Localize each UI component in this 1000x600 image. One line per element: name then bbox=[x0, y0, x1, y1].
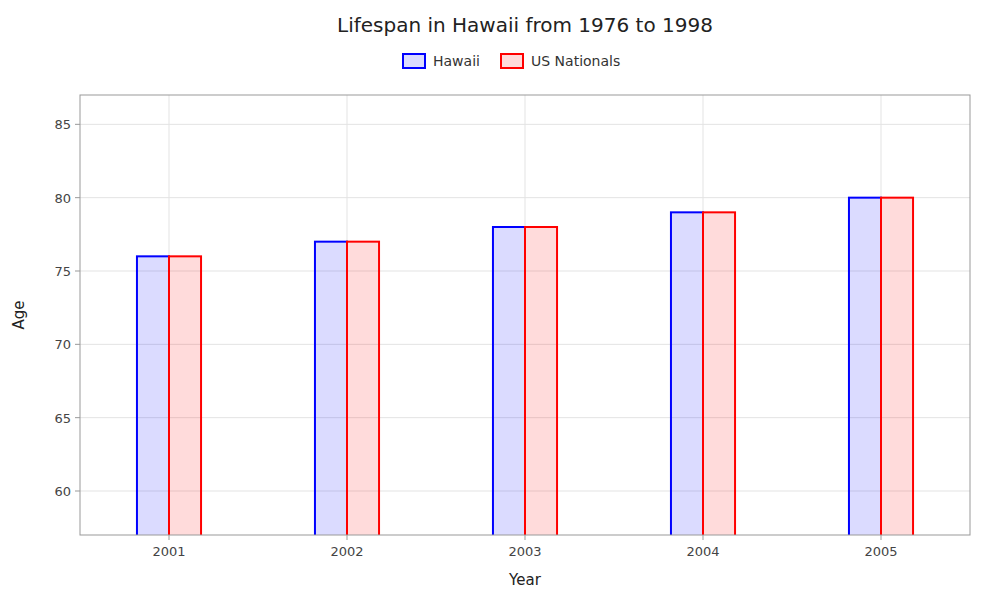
y-tick-label: 75 bbox=[54, 264, 71, 279]
x-axis: 2001 2002 2003 2004 2005 bbox=[152, 535, 897, 559]
bar bbox=[493, 227, 525, 535]
bar bbox=[137, 256, 169, 535]
x-tick bbox=[881, 535, 882, 540]
bar bbox=[347, 242, 379, 535]
x-tick-label: 2002 bbox=[330, 544, 363, 559]
y-tick-label: 65 bbox=[54, 411, 71, 426]
chart-container: Lifespan in Hawaii from 1976 to 1998 Hawa… bbox=[0, 0, 1000, 600]
x-tick bbox=[525, 535, 526, 540]
y-tick bbox=[75, 271, 80, 272]
y-tick bbox=[75, 197, 80, 198]
legend-swatch bbox=[403, 54, 425, 68]
legend: Hawaii US Nationals bbox=[403, 53, 620, 69]
y-tick bbox=[75, 344, 80, 345]
y-tick-label: 60 bbox=[54, 484, 71, 499]
plot-frame bbox=[80, 95, 970, 535]
chart-svg: Lifespan in Hawaii from 1976 to 1998 Hawa… bbox=[0, 0, 1000, 600]
x-axis-label: Year bbox=[508, 571, 542, 589]
bar bbox=[703, 212, 735, 535]
x-tick bbox=[169, 535, 170, 540]
title: Lifespan in Hawaii from 1976 to 1998 bbox=[337, 13, 713, 37]
y-tick-label: 85 bbox=[54, 117, 71, 132]
y-tick-label: 80 bbox=[54, 191, 71, 206]
y-axis-label: Age bbox=[10, 300, 28, 329]
x-tick-label: 2001 bbox=[152, 544, 185, 559]
y-tick-label: 70 bbox=[54, 337, 71, 352]
bar bbox=[881, 198, 913, 535]
x-tick-label: 2005 bbox=[864, 544, 897, 559]
x-tick-label: 2003 bbox=[508, 544, 541, 559]
bar bbox=[849, 198, 881, 535]
bar bbox=[671, 212, 703, 535]
bars bbox=[137, 198, 913, 535]
bar bbox=[525, 227, 557, 535]
legend-label: US Nationals bbox=[531, 53, 620, 69]
y-axis: 60 65 70 75 80 85 bbox=[54, 117, 80, 499]
legend-label: Hawaii bbox=[433, 53, 480, 69]
y-tick bbox=[75, 491, 80, 492]
bar bbox=[169, 256, 201, 535]
x-tick bbox=[347, 535, 348, 540]
bar bbox=[315, 242, 347, 535]
x-tick-label: 2004 bbox=[686, 544, 719, 559]
x-tick bbox=[703, 535, 704, 540]
legend-swatch bbox=[501, 54, 523, 68]
y-tick bbox=[75, 124, 80, 125]
y-tick bbox=[75, 417, 80, 418]
